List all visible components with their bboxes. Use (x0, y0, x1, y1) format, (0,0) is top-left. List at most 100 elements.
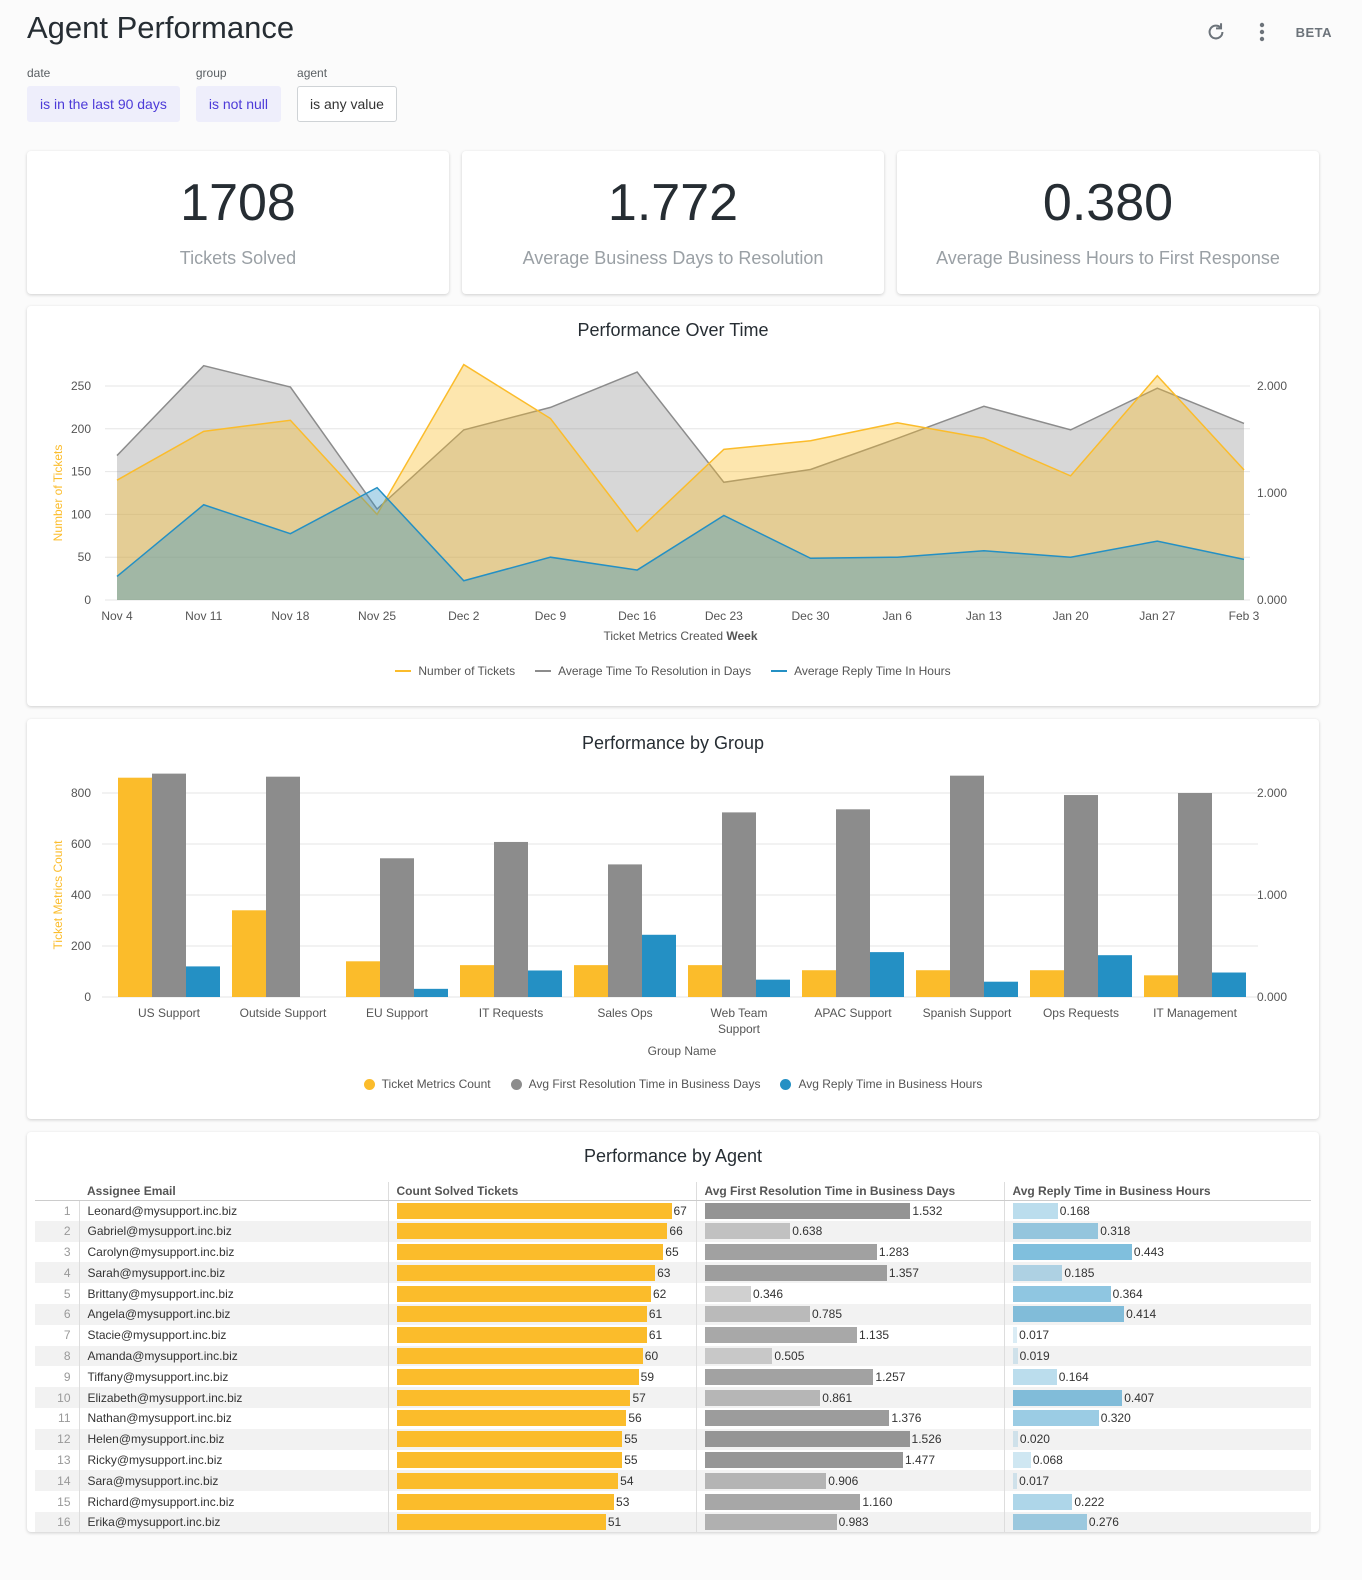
bar-count (574, 965, 608, 997)
agent-table: Assignee Email Count Solved Tickets Avg … (35, 1182, 1311, 1532)
resolution-bar (704, 1223, 791, 1240)
table-row[interactable]: 12 Helen@mysupport.inc.biz 55 1.526 0.020 (35, 1428, 1311, 1450)
performance-by-group-chart: 0 200 400 600 800 0.000 1.000 2.000 Ticket Metri… (51, 773, 1287, 1058)
table-row[interactable]: 15 Richard@mysupport.inc.biz 53 1.160 0.222 (35, 1491, 1311, 1512)
count-bar (396, 1347, 643, 1364)
y2-tick-label: 2.000 (1257, 786, 1287, 800)
resolution-bar (704, 1264, 887, 1281)
reply-bar (1012, 1327, 1018, 1344)
filter-date-value[interactable]: is in the last 90 days (27, 86, 180, 122)
reply-area (117, 487, 1244, 600)
legend-item-tickets[interactable]: Number of Tickets (395, 664, 515, 678)
table-row[interactable]: 2 Gabriel@mysupport.inc.biz 66 0.638 0.318 (35, 1220, 1311, 1242)
table-row[interactable]: 14 Sara@mysupport.inc.biz 54 0.906 0.017 (35, 1470, 1311, 1492)
cell-reply: 0.019 (1004, 1345, 1311, 1367)
count-value: 59 (640, 1369, 655, 1384)
reply-bar (1012, 1410, 1099, 1427)
cell-email: Angela@mysupport.inc.biz (79, 1303, 389, 1325)
bar-count (916, 970, 950, 997)
reply-value: 0.407 (1124, 1390, 1155, 1405)
legend-item-resolution[interactable]: Average Time To Resolution in Days (535, 664, 751, 678)
table-row[interactable]: 13 Ricky@mysupport.inc.biz 55 1.477 0.068 (35, 1449, 1311, 1471)
legend-label: Average Time To Resolution in Days (558, 664, 752, 678)
filter-label: agent (297, 66, 328, 80)
cell-resolution: 1.526 (696, 1428, 1005, 1450)
legend-item-resolution[interactable]: Avg First Resolution Time in Business Da… (510, 1077, 760, 1091)
legend-item-count[interactable]: Ticket Metrics Count (363, 1077, 491, 1091)
table-row[interactable]: 5 Brittany@mysupport.inc.biz 62 0.346 0.364 (35, 1283, 1311, 1304)
count-value: 60 (644, 1348, 659, 1363)
column-header-reply[interactable]: Avg Reply Time in Business Hours (1004, 1182, 1311, 1201)
column-header-resolution[interactable]: Avg First Resolution Time in Business Da… (696, 1182, 1005, 1201)
row-index: 3 (35, 1241, 80, 1263)
count-value: 54 (620, 1473, 634, 1488)
table-row[interactable]: 7 Stacie@mysupport.inc.biz 61 1.135 0.017 (35, 1324, 1311, 1346)
more-vertical-icon[interactable] (1250, 20, 1274, 44)
resolution-bar (704, 1202, 911, 1219)
bar-count (232, 910, 266, 997)
cell-reply: 0.168 (1004, 1200, 1311, 1221)
column-header-count[interactable]: Count Solved Tickets (388, 1182, 697, 1201)
y-tick-label: 800 (71, 786, 91, 800)
x-tick-label: Nov 18 (271, 609, 309, 623)
x-tick-label: Sales Ops (597, 1006, 652, 1020)
bar-resolution (836, 809, 870, 997)
table-row[interactable]: 6 Angela@mysupport.inc.biz 61 0.785 0.414 (35, 1303, 1311, 1325)
legend-label: Average Reply Time In Hours (794, 664, 951, 678)
page-title: Agent Performance (27, 10, 295, 45)
x-tick-label: US Support (138, 1006, 201, 1020)
x-axis-label: Ticket Metrics Created Week (603, 629, 757, 643)
table-row[interactable]: 4 Sarah@mysupport.inc.biz 63 1.357 0.185 (35, 1262, 1311, 1284)
reply-value: 0.318 (1100, 1224, 1131, 1239)
x-tick-label: Nov 25 (358, 609, 396, 623)
filter-agent-value[interactable]: is any value (297, 86, 397, 122)
x-tick-label: Dec 23 (705, 609, 743, 623)
x-tick-label: Outside Support (240, 1006, 327, 1020)
kpi-card-first-response-hours: 0.380 Average Business Hours to First Re… (897, 151, 1319, 294)
filter-group-value[interactable]: is not null (195, 86, 282, 122)
bar-reply (870, 952, 904, 997)
cell-resolution: 1.357 (696, 1262, 1005, 1284)
cell-resolution: 0.861 (696, 1387, 1005, 1408)
bar-count (688, 965, 722, 997)
y-tick-label: 200 (71, 939, 91, 953)
resolution-value: 1.135 (859, 1328, 890, 1343)
table-row[interactable]: 10 Elizabeth@mysupport.inc.biz 57 0.861 0.40… (35, 1387, 1311, 1408)
table-row[interactable]: 9 Tiffany@mysupport.inc.biz 59 1.257 0.164 (35, 1366, 1311, 1388)
count-value: 56 (628, 1411, 642, 1426)
count-value: 51 (607, 1515, 622, 1530)
count-bar (396, 1451, 623, 1468)
cell-resolution: 1.257 (696, 1366, 1005, 1388)
bar-count (460, 965, 494, 997)
row-index: 8 (35, 1345, 80, 1367)
cell-reply: 0.068 (1004, 1450, 1311, 1471)
cell-email: Erika@mysupport.inc.biz (79, 1511, 389, 1532)
table-row[interactable]: 11 Nathan@mysupport.inc.biz 56 1.376 0.320 (35, 1407, 1311, 1429)
resolution-area (117, 365, 1244, 600)
count-value: 62 (652, 1286, 667, 1301)
legend-item-reply[interactable]: Avg Reply Time in Business Hours (780, 1077, 982, 1091)
table-row[interactable]: 16 Erika@mysupport.inc.biz 51 0.983 0.276 (35, 1511, 1311, 1532)
table-row[interactable]: 8 Amanda@mysupport.inc.biz 60 0.505 0.019 (35, 1345, 1311, 1367)
kpi-value: 1708 (180, 174, 296, 232)
cell-resolution: 1.135 (696, 1324, 1005, 1346)
count-value: 63 (657, 1265, 671, 1280)
reply-bar (1012, 1264, 1063, 1281)
table-row[interactable]: 3 Carolyn@mysupport.inc.biz 65 1.283 0.443 (35, 1241, 1311, 1263)
legend-item-reply[interactable]: Average Reply Time In Hours (771, 664, 951, 678)
row-index: 7 (35, 1324, 80, 1346)
refresh-icon[interactable] (1204, 20, 1228, 44)
resolution-value: 1.532 (912, 1203, 943, 1218)
count-bar (396, 1306, 647, 1323)
column-header-email[interactable]: Assignee Email (79, 1182, 389, 1201)
y-tick-label: 50 (78, 550, 92, 564)
x-tick-label: Web Team (711, 1006, 768, 1020)
resolution-value: 0.785 (811, 1307, 843, 1322)
cell-count: 63 (388, 1262, 697, 1284)
resolution-value: 0.346 (752, 1286, 784, 1301)
row-index: 16 (35, 1511, 80, 1532)
reply-bar (1012, 1514, 1087, 1531)
cell-count: 61 (388, 1303, 697, 1325)
cell-email: Nathan@mysupport.inc.biz (79, 1407, 389, 1429)
table-row[interactable]: 1 Leonard@mysupport.inc.biz 67 1.532 0.168 (35, 1200, 1311, 1221)
